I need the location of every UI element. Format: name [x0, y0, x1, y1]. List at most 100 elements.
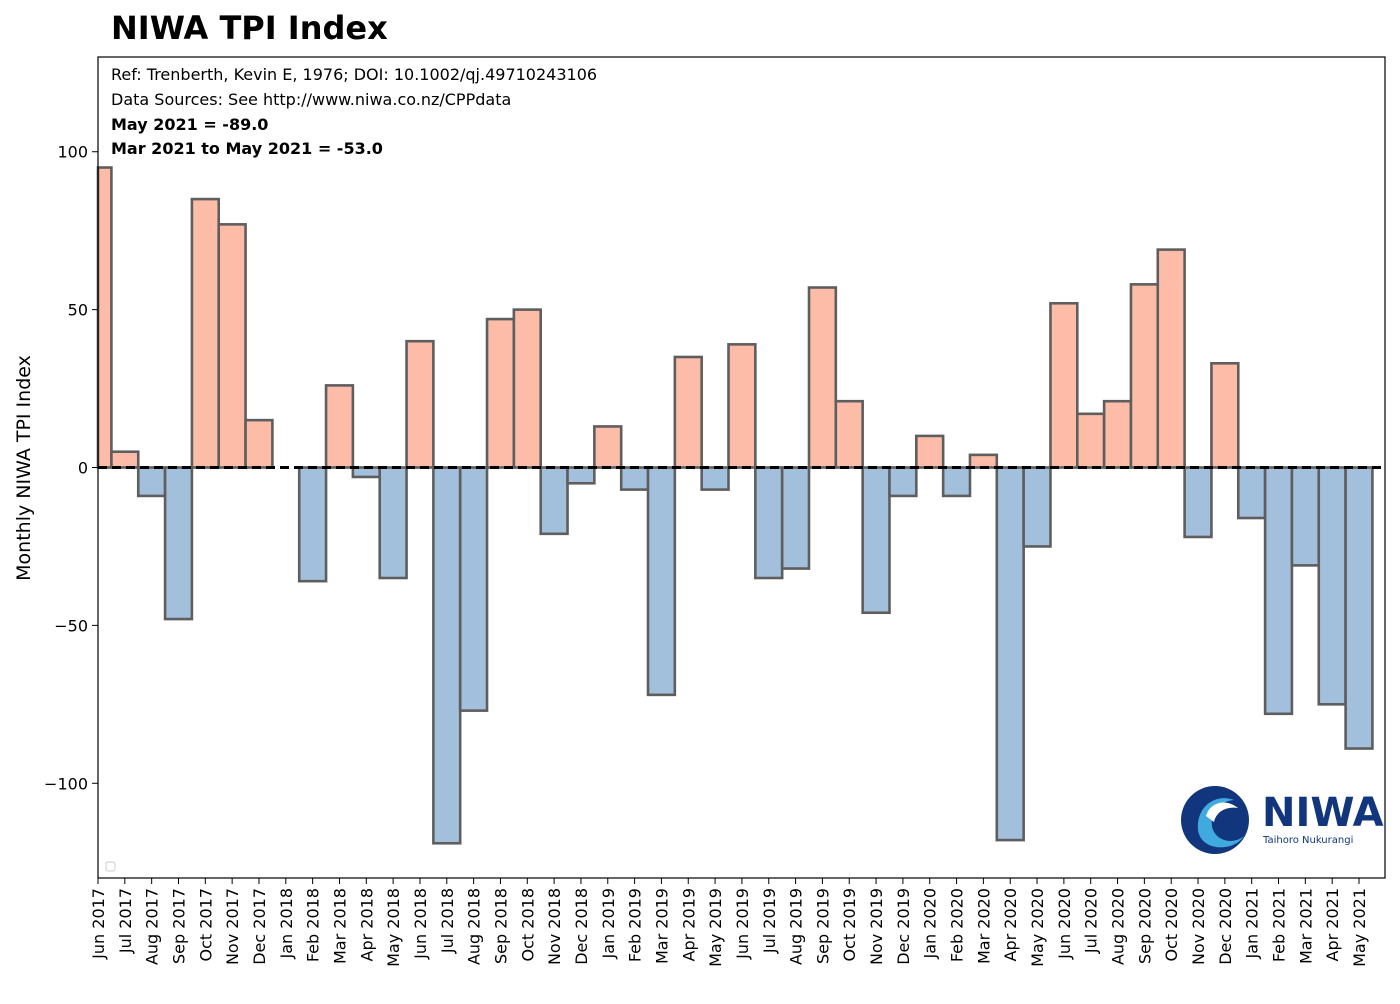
bar	[539, 466, 569, 536]
bar	[485, 317, 516, 469]
bar	[1236, 466, 1267, 520]
x-tick-label: Sep 2020	[1135, 888, 1154, 964]
bar	[297, 466, 328, 583]
x-tick-label: Feb 2020	[948, 888, 967, 962]
bar	[244, 418, 274, 469]
bar	[217, 223, 247, 469]
y-axis-label: Monthly NIWA TPI Index	[13, 355, 35, 581]
bar	[96, 166, 113, 469]
x-tick-label: Feb 2021	[1270, 888, 1289, 962]
bar	[1183, 466, 1213, 539]
bar	[754, 466, 784, 580]
y-tick-label: 0	[78, 459, 88, 478]
annotation-data-sources: Data Sources: See http://www.niwa.co.nz/…	[111, 90, 511, 109]
x-tick-label: Sep 2019	[813, 888, 832, 964]
x-tick-label: Nov 2020	[1189, 888, 1208, 965]
niwa-logo-wordmark: NIWA	[1262, 790, 1384, 836]
empty-legend-box	[105, 861, 116, 872]
annotation-three-month: Mar 2021 to May 2021 = -53.0	[111, 139, 383, 158]
x-tick-label: Mar 2019	[652, 888, 671, 964]
niwa-logo: NIWA Taihoro Nukurangi	[1181, 786, 1384, 854]
x-axis: Jun 2017 Jul 2017 Aug 2017 Sep 2017 Oct 2017…	[89, 878, 1369, 967]
y-tick-label: 50	[68, 301, 88, 320]
bar	[378, 466, 408, 580]
bar	[432, 466, 462, 845]
x-tick-label: Mar 2018	[330, 888, 349, 964]
x-tick-label: Jan 2018	[277, 888, 296, 959]
x-tick-label: Dec 2017	[250, 888, 269, 965]
x-tick-label: Apr 2018	[357, 888, 376, 961]
bar	[163, 466, 194, 621]
x-tick-label: Mar 2020	[974, 888, 993, 964]
x-tick-label: Aug 2018	[465, 888, 484, 965]
bar	[1102, 399, 1133, 469]
x-tick-label: Dec 2020	[1216, 888, 1235, 965]
bar	[190, 197, 221, 469]
bar	[1049, 301, 1079, 469]
bar	[1210, 361, 1240, 469]
x-tick-label: Nov 2019	[867, 888, 886, 965]
bar	[727, 343, 757, 469]
x-tick-label: Apr 2020	[1001, 888, 1020, 961]
x-tick-label: May 2018	[384, 888, 403, 967]
bar	[1129, 283, 1160, 469]
x-tick-label: Oct 2017	[196, 888, 215, 961]
x-tick-label: Dec 2019	[894, 888, 913, 965]
y-tick-label: 100	[57, 143, 88, 162]
bar	[1290, 466, 1321, 567]
bar	[1263, 466, 1294, 716]
annotation-reference: Ref: Trenberth, Kevin E, 1976; DOI: 10.1…	[111, 65, 597, 84]
x-tick-label: Aug 2019	[787, 888, 806, 965]
x-tick-label: Apr 2021	[1323, 888, 1342, 961]
bar	[1344, 466, 1374, 750]
bar	[1156, 248, 1186, 469]
bar	[646, 466, 677, 697]
x-tick-label: May 2021	[1350, 888, 1369, 967]
x-tick-label: Jul 2017	[116, 888, 135, 954]
x-tick-label: Nov 2017	[223, 888, 242, 965]
bar	[405, 339, 435, 469]
bar	[619, 466, 650, 491]
x-tick-label: Jun 2017	[89, 888, 108, 960]
bar	[324, 384, 355, 469]
x-tick-label: Jul 2020	[1082, 888, 1101, 954]
bar	[593, 425, 623, 469]
niwa-logo-tagline: Taihoro Nukurangi	[1262, 835, 1353, 846]
bar	[1022, 466, 1052, 548]
niwa-logo-emblem-icon	[1181, 786, 1249, 854]
bar	[1317, 466, 1347, 706]
bar	[700, 466, 730, 491]
x-tick-label: Sep 2017	[169, 888, 188, 964]
chart-title: NIWA TPI Index	[111, 9, 388, 47]
annotation-latest-month: May 2021 = -89.0	[111, 115, 268, 134]
bar	[780, 466, 811, 570]
bar	[110, 450, 140, 469]
x-tick-label: Dec 2018	[572, 888, 591, 965]
x-tick-label: Feb 2018	[304, 888, 323, 962]
x-tick-label: Jul 2019	[760, 888, 779, 954]
x-tick-label: Jun 2020	[1055, 888, 1074, 960]
x-tick-label: Jan 2021	[1243, 888, 1262, 959]
bar	[995, 466, 1025, 842]
x-tick-label: Jan 2020	[921, 888, 940, 959]
bar	[458, 466, 489, 712]
bar	[888, 466, 918, 498]
x-tick-label: Aug 2020	[1109, 888, 1128, 965]
bar	[941, 466, 972, 498]
x-tick-label: May 2020	[1028, 888, 1047, 967]
x-tick-label: Nov 2018	[545, 888, 564, 965]
bar	[861, 466, 891, 615]
y-tick-label: −50	[54, 616, 88, 635]
y-axis: 100 50 0 −50 −100	[44, 143, 98, 793]
x-tick-label: Jul 2018	[438, 888, 457, 954]
x-tick-label: Mar 2021	[1296, 888, 1315, 964]
bar	[807, 286, 838, 469]
x-tick-label: Jun 2018	[411, 888, 430, 960]
bar	[566, 466, 596, 485]
bar	[136, 466, 167, 498]
x-tick-label: Oct 2018	[518, 888, 537, 961]
niwa-logo-wave-icon	[1206, 802, 1238, 822]
bar	[968, 453, 999, 469]
